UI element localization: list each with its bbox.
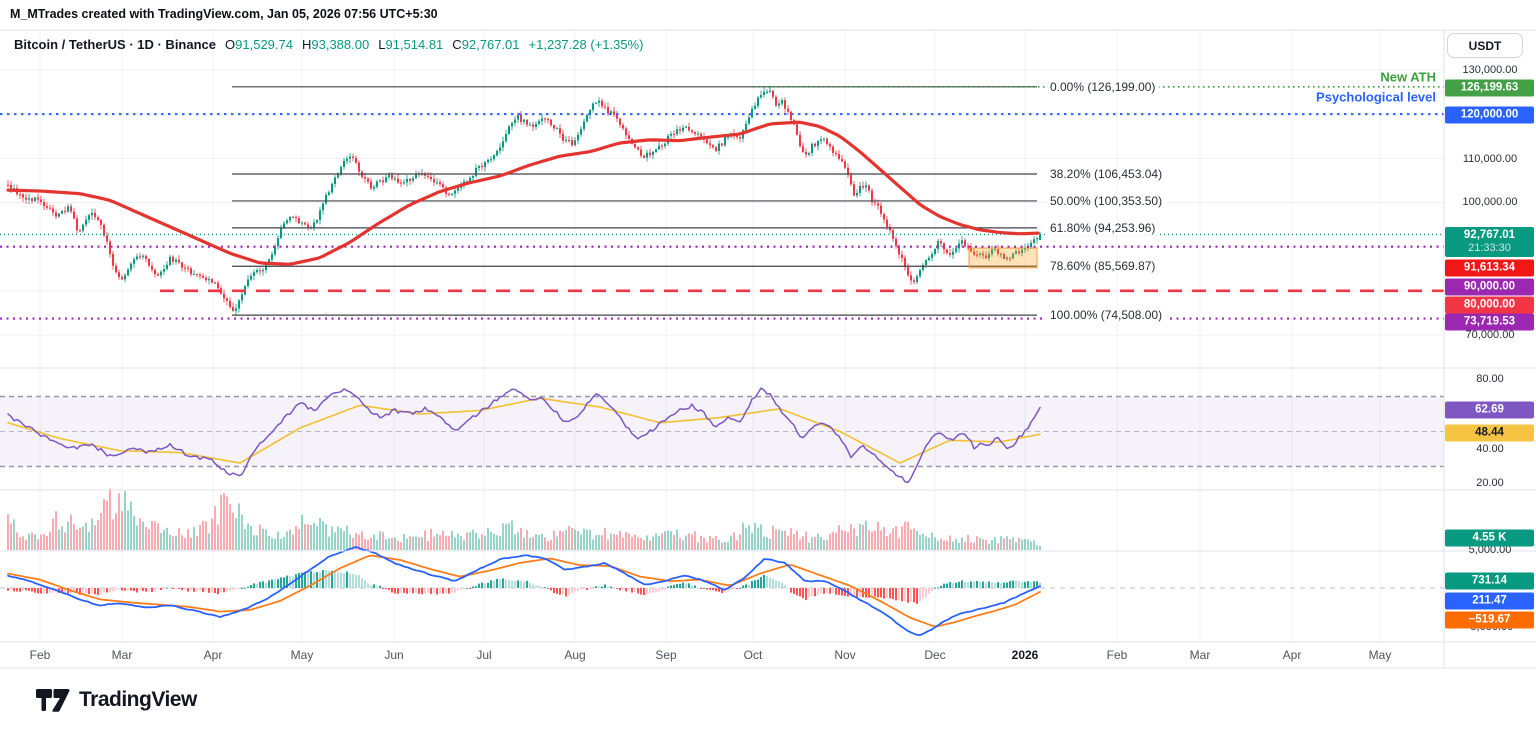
rsi-band [0, 395, 1444, 468]
axis-tick: 130,000.00 [1462, 64, 1518, 76]
horizontal-level-lines [0, 85, 1444, 320]
rsi-line [7, 387, 1041, 484]
currency-toggle-button[interactable]: USDT [1447, 33, 1523, 58]
tradingview-logo-text: TradingView [79, 688, 197, 711]
fib-level-label: 38.20% (106,453.04) [1046, 166, 1167, 181]
label-alert: 91,613.34 [1445, 259, 1534, 277]
gridlines [0, 30, 1444, 642]
consolidation-highlight-box [968, 247, 1038, 269]
time-axis-label[interactable]: Dec [924, 648, 946, 662]
time-axis-label[interactable]: Apr [203, 648, 223, 662]
time-axis-label[interactable]: Jun [384, 648, 404, 662]
time-axis-label[interactable]: 2026 [1011, 648, 1039, 662]
ohlc-high: H93,388.00 [301, 37, 370, 52]
time-axis-label[interactable]: Mar [1189, 648, 1211, 662]
time-axis-label[interactable]: Mar [111, 648, 133, 662]
symbol-info-bar: Bitcoin / TetherUS · 1D · Binance O91,52… [14, 37, 643, 52]
price-change: +1,237.28 (+1.35%) [528, 37, 644, 52]
label-rsi-ma: 48.44 [1445, 424, 1534, 442]
watermark-text: M_MTrades created with TradingView.com, … [10, 7, 438, 21]
label-90000: 90,000.00 [1445, 278, 1534, 296]
rsi-ma-line [7, 397, 1041, 464]
annotation-new-ath: New ATH [1380, 69, 1436, 85]
fib-level-label: 61.80% (94,253.96) [1046, 220, 1160, 235]
time-axis-label[interactable]: Sep [655, 648, 677, 662]
symbol-title[interactable]: Bitcoin / TetherUS · 1D · Binance [14, 37, 217, 52]
label-macd-hist: 731.14 [1445, 572, 1534, 590]
label-psych: 120,000.00 [1445, 106, 1534, 124]
fib-level-label: 0.00% (126,199.00) [1046, 79, 1160, 94]
fib-level-label: 78.60% (85,569.87) [1046, 259, 1160, 274]
fib-retracement-lines [232, 86, 1037, 316]
time-axis-label[interactable]: Feb [29, 648, 51, 662]
time-axis-label[interactable]: Oct [743, 648, 763, 662]
axis-tick: 70,000.00 [1465, 329, 1515, 341]
macd-line [7, 546, 1041, 636]
axis-tick: 40.00 [1476, 443, 1504, 455]
axis-tick: 20.00 [1476, 477, 1504, 489]
volume-bars [7, 488, 1041, 550]
macd-signal-line [7, 554, 1041, 628]
label-last-price: 92,767.01 21:33:30 [1445, 227, 1534, 257]
axis-tick: 110,000.00 [1462, 153, 1518, 165]
macd-histogram [7, 570, 1041, 604]
label-volume: 4.55 K [1445, 529, 1534, 547]
axis-tick: 100,000.00 [1462, 196, 1518, 208]
time-axis-label[interactable]: May [290, 648, 314, 662]
candlestick-series [7, 86, 1041, 316]
pane-separators [0, 29, 1536, 669]
time-axis-label[interactable]: May [1368, 648, 1392, 662]
label-new-ath: 126,199.63 [1445, 79, 1534, 97]
time-axis-label[interactable]: Apr [1282, 648, 1302, 662]
bar-countdown: 21:33:30 [1468, 242, 1511, 254]
time-axis-label[interactable]: Jul [476, 648, 492, 662]
time-axis-label[interactable]: Feb [1106, 648, 1128, 662]
fib-level-label: 50.00% (100,353.50) [1046, 193, 1167, 208]
tradingview-logo[interactable]: TradingView [36, 686, 197, 714]
fib-level-label: 100.00% (74,508.00) [1046, 308, 1167, 323]
label-macd: 211.47 [1445, 592, 1534, 610]
label-73719: 73,719.53 [1445, 313, 1534, 331]
tradingview-logo-icon [36, 689, 70, 712]
label-macd-signal: −519.67 [1445, 611, 1534, 629]
label-rsi: 62.69 [1445, 401, 1534, 419]
label-80000: 80,000.00 [1445, 296, 1534, 314]
annotation-psychological-level: Psychological level [1316, 89, 1436, 105]
ohlc-close: C92,767.01 [452, 37, 520, 52]
ma-line [6, 120, 1040, 266]
ohlc-low: L91,514.81 [378, 37, 444, 52]
ohlc-open: O91,529.74 [225, 37, 293, 52]
time-axis-label[interactable]: Aug [564, 648, 586, 662]
axis-tick: 5,000.00 [1468, 544, 1512, 556]
axis-tick: 80.00 [1476, 373, 1504, 385]
time-axis-label[interactable]: Nov [834, 648, 856, 662]
